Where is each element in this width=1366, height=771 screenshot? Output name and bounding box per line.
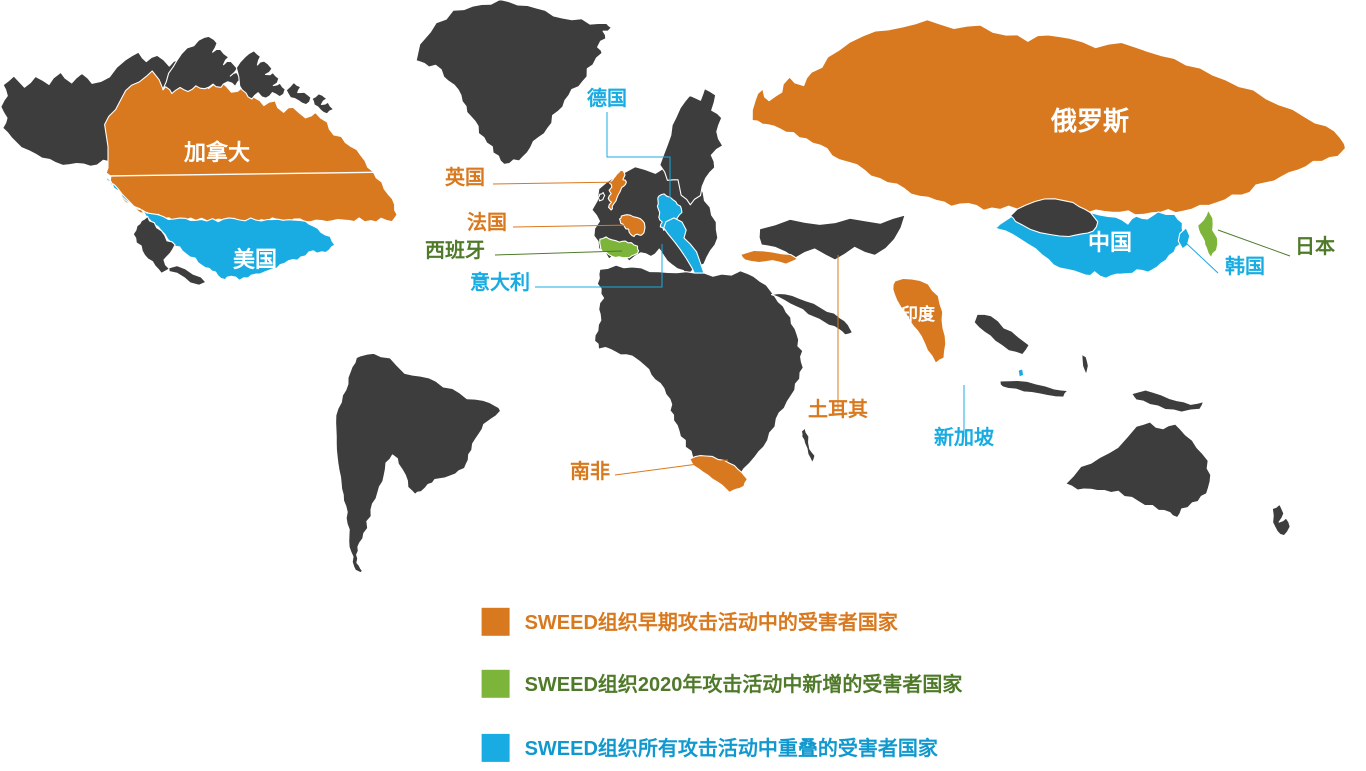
svg-text:德国: 德国 xyxy=(587,86,627,110)
svg-text:俄罗斯: 俄罗斯 xyxy=(1050,106,1129,136)
svg-text:法国: 法国 xyxy=(467,210,507,234)
svg-text:日本: 日本 xyxy=(1295,235,1335,258)
svg-text:加拿大: 加拿大 xyxy=(183,140,250,165)
svg-text:中国: 中国 xyxy=(1088,230,1132,255)
svg-text:英国: 英国 xyxy=(445,165,485,189)
svg-text:南非: 南非 xyxy=(570,460,610,483)
svg-text:印度: 印度 xyxy=(901,304,936,324)
svg-text:韩国: 韩国 xyxy=(1225,254,1265,278)
svg-text:SWEED组织2020年攻击活动中新增的受害者国家: SWEED组织2020年攻击活动中新增的受害者国家 xyxy=(525,672,964,696)
svg-text:意大利: 意大利 xyxy=(470,270,530,294)
svg-text:美国: 美国 xyxy=(233,247,277,272)
svg-text:土耳其: 土耳其 xyxy=(808,397,868,421)
svg-text:新加坡: 新加坡 xyxy=(934,425,995,449)
svg-text:SWEED组织早期攻击活动中的受害者国家: SWEED组织早期攻击活动中的受害者国家 xyxy=(525,610,899,634)
svg-text:西班牙: 西班牙 xyxy=(425,239,485,262)
svg-text:SWEED组织所有攻击活动中重叠的受害者国家: SWEED组织所有攻击活动中重叠的受害者国家 xyxy=(525,736,939,760)
